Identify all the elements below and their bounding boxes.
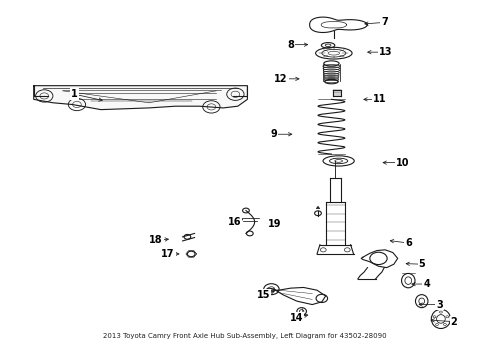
Polygon shape [34, 86, 247, 110]
Text: 5: 5 [418, 259, 425, 269]
Polygon shape [316, 206, 320, 209]
Text: 16: 16 [228, 217, 241, 228]
Text: 15: 15 [256, 290, 270, 300]
Text: 12: 12 [274, 74, 288, 84]
Text: 18: 18 [149, 235, 163, 245]
Text: 2: 2 [450, 317, 457, 327]
Text: 4: 4 [423, 279, 430, 289]
Text: 1: 1 [71, 89, 78, 99]
Text: 6: 6 [405, 238, 412, 248]
Text: 19: 19 [268, 219, 282, 229]
Text: 17: 17 [161, 249, 175, 259]
Text: 9: 9 [270, 129, 277, 139]
Text: 7: 7 [381, 17, 388, 27]
Text: 2013 Toyota Camry Front Axle Hub Sub-Assembly, Left Diagram for 43502-28090: 2013 Toyota Camry Front Axle Hub Sub-Ass… [103, 333, 387, 339]
Text: 3: 3 [436, 300, 443, 310]
Text: 14: 14 [290, 312, 304, 323]
Text: 13: 13 [378, 47, 392, 57]
Text: 10: 10 [396, 158, 409, 168]
Text: 11: 11 [373, 94, 386, 104]
Text: 8: 8 [287, 40, 294, 50]
